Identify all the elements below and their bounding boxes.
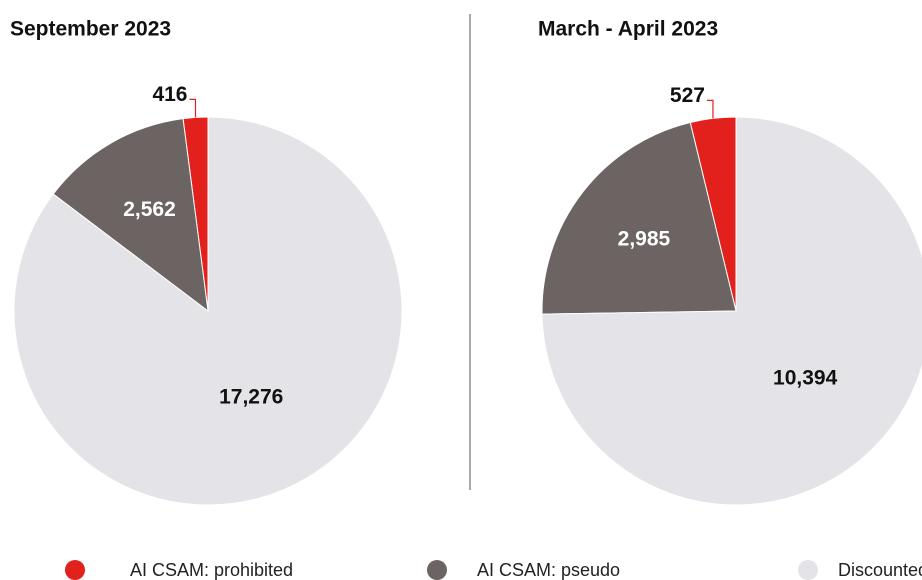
data-label: 2,562 — [123, 198, 176, 221]
pie-slice — [52, 118, 209, 313]
leader-line — [189, 98, 197, 118]
data-label: 17,276 — [219, 385, 283, 408]
pie-slice — [541, 121, 737, 315]
legend-label: Discounted — [838, 560, 922, 580]
legend-swatch — [798, 560, 818, 580]
legend-label: AI CSAM: pseudo — [477, 560, 620, 580]
leader-line — [706, 99, 714, 119]
data-label: 10,394 — [773, 367, 838, 390]
pie-slice — [13, 116, 403, 506]
data-label: 527 — [670, 84, 705, 107]
data-label: 416 — [152, 83, 187, 106]
chart-title: September 2023 — [10, 18, 171, 41]
pie-slice — [541, 116, 922, 506]
legend-label: AI CSAM: prohibited — [130, 560, 293, 580]
legend-swatch — [65, 560, 85, 580]
legend-swatch — [427, 560, 447, 580]
chart-title: March - April 2023 — [538, 18, 718, 41]
data-label: 2,985 — [618, 227, 671, 250]
